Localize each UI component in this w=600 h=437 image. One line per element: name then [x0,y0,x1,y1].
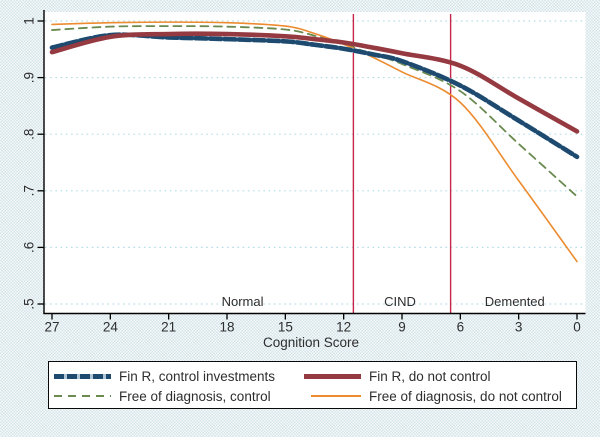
region-label-normal: Normal [222,294,264,309]
y-tick-label: .7 [22,185,37,196]
x-tick-label: 3 [515,320,523,335]
x-axis-title: Cognition Score [263,335,359,350]
legend-swatch-maroon-thick-line [304,373,361,379]
legend-entry: Free of diagnosis, do not control [304,386,574,406]
y-tick-label: .6 [22,242,37,253]
x-tick-label: 15 [278,320,293,335]
legend-label: Free of diagnosis, do not control [369,388,562,404]
series-line-0 [49,32,580,160]
legend-entry: Free of diagnosis, control [54,386,304,406]
legend-entry: Fin R, control investments [54,366,304,386]
legend-swatch-navy-thick-dashed-line [54,373,111,379]
legend-label: Fin R, do not control [369,368,491,384]
series-line-1 [49,31,580,134]
y-tick-label: 1 [22,17,37,25]
x-tick-label: 12 [336,320,351,335]
legend-entry: Fin R, do not control [304,366,574,386]
region-label-demented: Demented [485,294,545,309]
x-tick-label: 18 [219,320,234,335]
legend: Fin R, control investments Fin R, do not… [48,361,577,409]
legend-label: Free of diagnosis, control [119,388,271,404]
x-tick-label: 6 [457,320,465,335]
x-tick-label: 0 [573,320,581,335]
plot-background [44,12,586,314]
x-tick-label: 24 [103,320,119,335]
legend-swatch-green-dashed-line [54,395,111,397]
y-tick-label: .8 [22,129,37,140]
y-tick-label: .5 [22,298,37,309]
chart-plot-area: 1 .9 .8 .7 .6 .5 27 24 21 18 15 12 9 6 3 0 Normal CIND Dem… [22,10,586,350]
legend-label: Fin R, control investments [119,368,276,384]
x-tick-label: 9 [398,320,406,335]
region-label-cind: CIND [384,294,416,309]
y-tick-label: .9 [22,72,37,83]
x-tick-label: 27 [44,320,59,335]
legend-swatch-orange-thin-line [311,395,361,397]
x-tick-label: 21 [161,320,176,335]
